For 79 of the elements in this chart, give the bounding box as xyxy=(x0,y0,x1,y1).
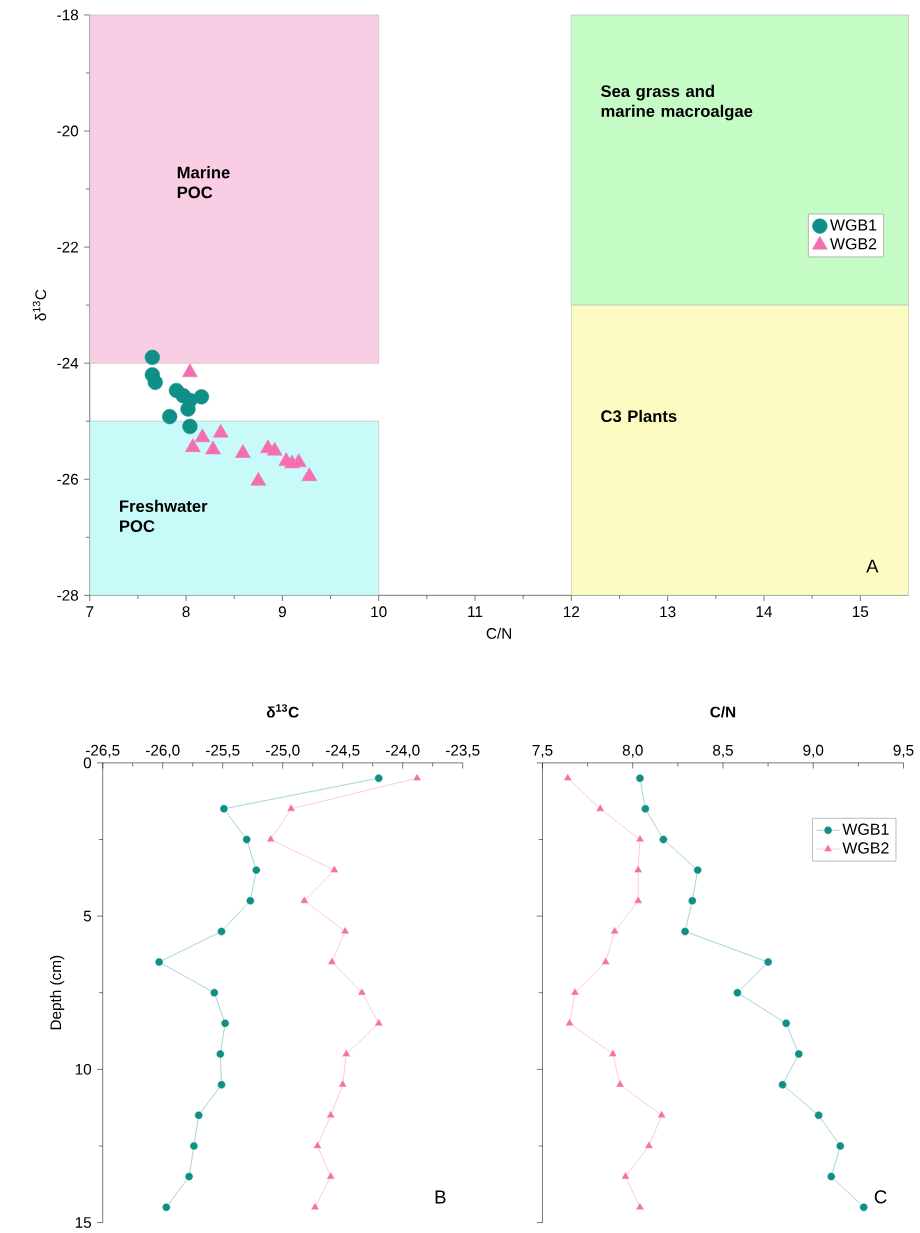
point xyxy=(859,1203,868,1212)
x-tick-label: 9,0 xyxy=(803,744,824,758)
x-tick-label: -25,5 xyxy=(205,744,240,758)
x-tick-label: 14 xyxy=(756,606,772,617)
point xyxy=(563,773,572,781)
point xyxy=(794,1049,803,1059)
bar xyxy=(89,14,379,364)
legend-label: WGB2 xyxy=(829,238,876,250)
point xyxy=(635,1202,645,1210)
point xyxy=(778,1080,787,1089)
x-tick-label: 8,5 xyxy=(712,744,733,758)
chart-title: δ$^{13}$C xyxy=(266,704,299,718)
point xyxy=(763,957,773,967)
y-tick-label: 15 xyxy=(75,1217,91,1228)
y-tick-label: 5 xyxy=(83,910,91,922)
point xyxy=(633,895,643,904)
x-tick-label: 10 xyxy=(371,606,387,618)
y-tick-label: -26 xyxy=(57,473,78,485)
x-tick-label: 11 xyxy=(468,606,483,617)
chart-title: C/N xyxy=(710,706,735,718)
point xyxy=(733,988,742,997)
x-tick-label: -23,5 xyxy=(445,744,480,758)
point xyxy=(687,896,697,905)
point xyxy=(633,865,643,873)
series-label: Freshwater POC xyxy=(119,499,208,532)
point xyxy=(680,927,690,936)
x-tick-label: 8 xyxy=(182,606,190,618)
point xyxy=(570,987,580,996)
x-tick-label: -24,0 xyxy=(385,744,420,758)
x-tick-label: 9,5 xyxy=(893,744,914,758)
point xyxy=(620,1171,630,1180)
x-tick-label: 8,0 xyxy=(622,744,643,758)
point xyxy=(835,1141,845,1151)
x-tick-label: 12 xyxy=(563,606,579,618)
y-tick-label: -18 xyxy=(57,9,78,21)
y-tick-label: -28 xyxy=(57,589,78,601)
y-axis-title: δ$^{13}$C xyxy=(32,289,46,321)
x-tick-label: 7 xyxy=(86,606,94,617)
point xyxy=(635,774,644,783)
annotation: C xyxy=(874,1190,887,1204)
x-tick-label: -26,5 xyxy=(85,744,120,758)
point xyxy=(657,1110,666,1118)
series-label: C3 Plants xyxy=(600,409,677,423)
point xyxy=(814,1111,823,1120)
x-tick-label: 13 xyxy=(660,606,676,618)
point xyxy=(644,1140,654,1149)
x-axis-title: C/N xyxy=(486,627,511,639)
y-tick-label: -24 xyxy=(57,357,79,369)
annotation: A xyxy=(865,559,879,573)
series-label: Marine POC xyxy=(177,166,230,199)
y-axis-title: Depth (cm) xyxy=(49,955,64,1030)
y-tick-label: -20 xyxy=(57,125,78,137)
legend-label: WGB1 xyxy=(829,219,876,231)
point xyxy=(640,804,650,814)
point xyxy=(635,834,645,843)
x-tick-label: -24,5 xyxy=(325,744,360,758)
x-tick-label: -26,0 xyxy=(145,744,180,758)
y-tick-label: 0 xyxy=(83,757,91,769)
series-label: Sea grass and marine macroalgae xyxy=(600,84,753,121)
point xyxy=(693,865,702,875)
legend-label: WGB2 xyxy=(842,842,889,854)
x-tick-label: 9 xyxy=(278,606,286,618)
point xyxy=(781,1019,791,1028)
legend-label: WGB1 xyxy=(842,823,889,835)
y-tick-label: 10 xyxy=(75,1063,91,1075)
point xyxy=(565,1018,574,1026)
x-tick-label: -25,0 xyxy=(265,744,300,758)
x-tick-label: 15 xyxy=(852,606,868,618)
point xyxy=(601,957,610,965)
point xyxy=(826,1172,836,1181)
point xyxy=(608,1049,618,1057)
point xyxy=(610,926,619,935)
x-tick-label: 7,5 xyxy=(532,745,553,758)
point xyxy=(659,835,668,844)
annotation: B xyxy=(435,1190,446,1204)
bar xyxy=(89,420,379,596)
point xyxy=(595,803,605,812)
point xyxy=(615,1079,625,1088)
y-tick-label: -22 xyxy=(57,241,78,253)
